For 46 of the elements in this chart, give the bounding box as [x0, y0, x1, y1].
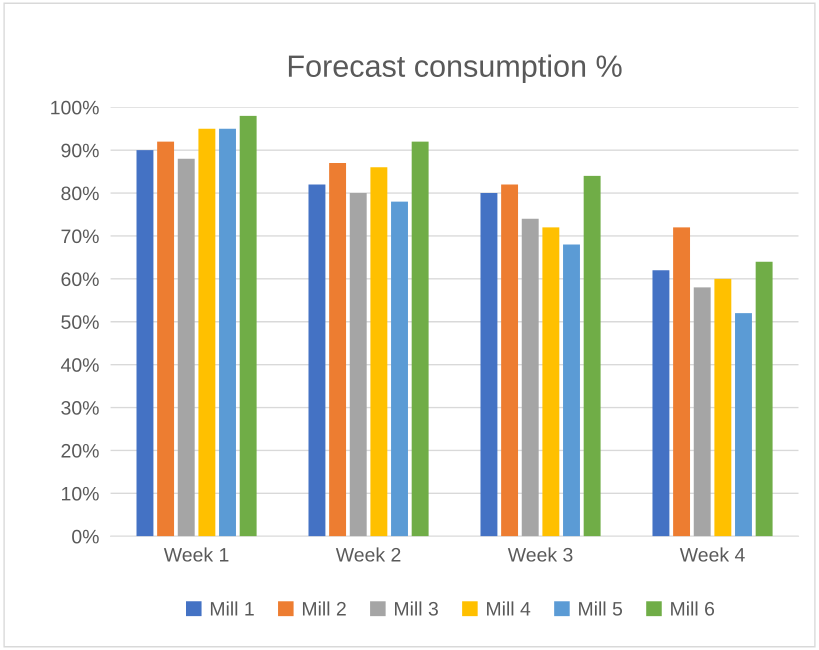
- bar: [178, 158, 195, 536]
- bar: [240, 116, 257, 536]
- legend-label: Mill 3: [395, 601, 438, 616]
- bar: [219, 128, 236, 536]
- bar: [522, 218, 539, 536]
- bar: [735, 313, 752, 536]
- legend-label: Mill 6: [671, 601, 714, 616]
- y-tick-label: 20%: [62, 444, 99, 458]
- bar: [391, 202, 408, 536]
- x-tick-label: Week 4: [680, 547, 745, 562]
- legend-label: Mill 1: [210, 601, 254, 616]
- bar: [501, 184, 518, 536]
- bar: [329, 163, 346, 536]
- x-tick-label: Week 2: [336, 547, 400, 562]
- bar: [542, 227, 560, 536]
- y-tick-label: 90%: [61, 144, 99, 158]
- bar: [370, 167, 388, 536]
- bar: [584, 176, 601, 536]
- y-tick-label: 40%: [60, 358, 99, 372]
- bar: [673, 227, 690, 536]
- y-tick-label: 50%: [61, 315, 99, 329]
- y-tick-label: 80%: [61, 186, 99, 200]
- y-tick-label: 70%: [62, 229, 99, 244]
- bar: [198, 128, 216, 536]
- x-tick-label: Week 1: [164, 547, 228, 562]
- legend-label: Mill 5: [579, 601, 622, 616]
- legend-label: Mill 2: [302, 601, 346, 616]
- bar: [412, 142, 429, 536]
- y-tick-label: 30%: [61, 401, 99, 415]
- bar: [308, 184, 326, 536]
- bar: [694, 287, 711, 536]
- x-tick-label: Week 3: [508, 547, 572, 562]
- bar: [563, 244, 580, 536]
- y-tick-label: 60%: [62, 272, 99, 286]
- legend-label: Mill 4: [487, 601, 530, 616]
- bar: [714, 278, 732, 536]
- bar: [350, 193, 367, 536]
- y-tick-label: 10%: [62, 486, 99, 501]
- y-tick-label: 0%: [72, 530, 99, 544]
- bar: [136, 150, 154, 536]
- bar: [652, 270, 670, 536]
- bar: [480, 193, 498, 536]
- bar: [157, 142, 174, 536]
- bar: [756, 262, 773, 536]
- y-tick-label: 100%: [51, 100, 99, 114]
- chart-title: Forecast consumption %: [288, 54, 622, 84]
